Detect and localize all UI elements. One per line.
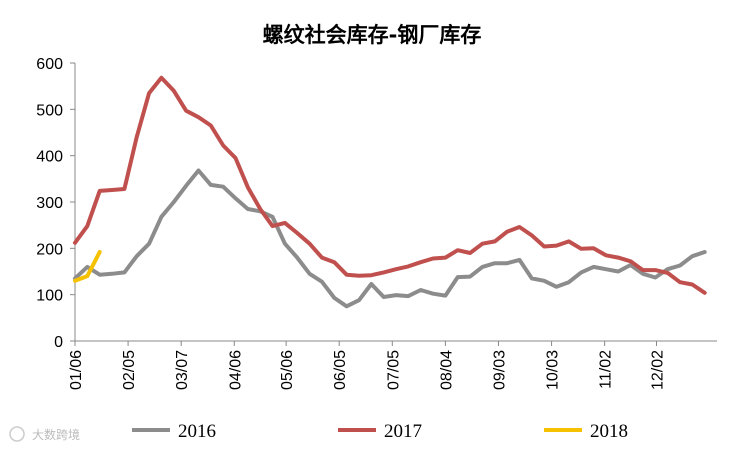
y-tick-label: 300 [36,195,63,212]
y-tick-label: 100 [36,288,63,305]
legend-label-2018: 2018 [590,421,628,442]
x-tick-label: 08/04 [438,350,455,390]
x-tick-label: 04/06 [227,350,244,390]
x-tick-label: 11/02 [598,350,615,389]
x-tick-label: 03/07 [174,350,191,390]
x-axis: 01/06 02/05 03/07 04/06 05/06 06/05 07/05 08/04… [68,340,717,390]
series-line-2017 [73,75,707,295]
chart-title: 螺纹社会库存-钢厂库存 [263,23,482,47]
x-tick-label: 12/02 [650,350,667,390]
x-tick-label: 10/03 [545,350,562,390]
y-axis: 0 100 200 300 400 500 600 [36,56,76,351]
y-tick-label: 200 [36,241,63,258]
x-tick-label: 07/05 [385,350,402,390]
y-tick-label: 500 [36,102,63,119]
watermark: 大数跨境 [9,426,80,442]
x-tick-label: 09/03 [491,350,508,390]
legend-label-2016: 2016 [178,421,216,442]
x-tick-label: 06/05 [332,350,349,390]
x-tick-label: 05/06 [279,350,296,390]
watermark-text: 大数跨境 [32,427,80,442]
watermark-logo-icon [9,426,25,442]
plot-area [73,75,707,309]
series-line-2016 [73,168,707,309]
series-line-2018 [73,250,102,283]
x-tick-label: 02/05 [121,350,138,390]
y-tick-label: 0 [54,334,63,351]
legend: 2016 2017 2018 [132,421,628,442]
y-tick-label: 600 [36,56,63,73]
x-tick-label: 01/06 [68,350,85,390]
legend-label-2017: 2017 [384,421,422,442]
y-tick-label: 400 [36,149,63,166]
